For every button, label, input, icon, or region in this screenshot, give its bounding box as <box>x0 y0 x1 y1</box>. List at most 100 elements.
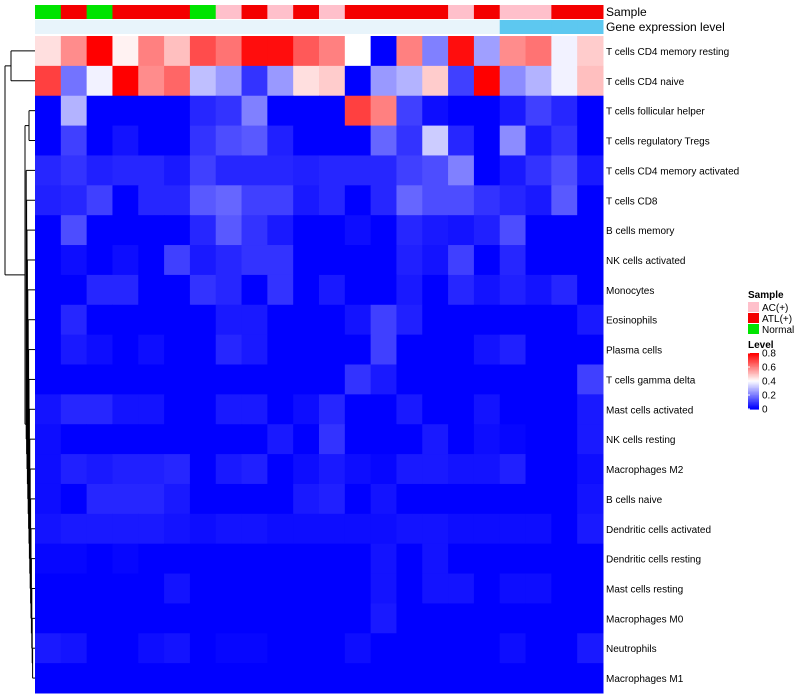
heatmap-cell <box>319 304 346 336</box>
heatmap-cell <box>267 483 294 515</box>
level-gradient-step <box>748 358 759 361</box>
heatmap-cell <box>551 454 578 485</box>
heatmap-cell <box>267 394 294 425</box>
heatmap-cell <box>396 454 423 485</box>
heatmap-cell <box>138 215 165 246</box>
heatmap-cell <box>189 125 217 156</box>
heatmap-cell <box>138 125 165 156</box>
heatmap-cell <box>551 274 578 306</box>
heatmap-cell <box>215 185 243 216</box>
heatmap-cell <box>551 424 578 455</box>
heatmap-cell <box>551 334 578 365</box>
heatmap-cell <box>86 36 113 67</box>
heatmap-cell <box>448 334 475 365</box>
heatmap-cell <box>189 543 217 575</box>
expression-cell <box>86 20 113 34</box>
heatmap-cell <box>164 424 191 455</box>
heatmap-cell <box>267 95 294 127</box>
heatmap-cell <box>499 603 527 634</box>
level-gradient-step <box>748 368 759 371</box>
heatmap-cell <box>293 424 320 455</box>
heatmap-cell <box>241 394 268 425</box>
heatmap-cell <box>499 424 527 455</box>
heatmap-cell <box>577 483 604 515</box>
row-label: Monocytes <box>606 286 654 297</box>
heatmap-cell <box>267 513 294 545</box>
heatmap-cell <box>473 304 501 336</box>
heatmap-cell <box>293 65 320 97</box>
heatmap-cell <box>189 274 217 306</box>
heatmap-cell <box>448 364 475 395</box>
heatmap-cell <box>164 603 191 634</box>
heatmap-cell <box>577 603 604 634</box>
heatmap-cell <box>370 633 397 664</box>
heatmap-cell <box>525 215 552 246</box>
heatmap-cell <box>112 633 139 664</box>
heatmap-cell <box>499 125 527 156</box>
heatmap-cell <box>60 633 88 664</box>
heatmap-cell <box>499 65 527 97</box>
heatmap-cell <box>577 36 604 67</box>
sample-cell <box>60 5 88 19</box>
heatmap-cell <box>86 483 113 515</box>
heatmap-cell <box>370 65 397 97</box>
heatmap-cell <box>112 95 139 127</box>
expression-cell <box>164 20 191 34</box>
heatmap-cell <box>189 364 217 395</box>
heatmap-cell <box>344 215 372 246</box>
row-label: Dendritic cells activated <box>606 525 711 536</box>
heatmap-cell <box>319 633 346 664</box>
heatmap-cell <box>344 334 372 365</box>
heatmap-cell <box>473 483 501 515</box>
level-gradient-step <box>748 364 759 367</box>
heatmap-cell <box>422 633 449 664</box>
expression-cell <box>35 20 62 34</box>
heatmap-cell <box>499 663 527 694</box>
heatmap-cell <box>35 155 62 186</box>
expression-cell <box>189 20 217 34</box>
heatmap-cell <box>370 304 397 336</box>
heatmap-cell <box>112 185 139 216</box>
heatmap-cell <box>86 95 113 127</box>
heatmap-cell <box>473 185 501 216</box>
heatmap-cell <box>241 95 268 127</box>
row-label: T cells follicular helper <box>606 107 705 118</box>
heatmap-cell <box>396 95 423 127</box>
heatmap-cell <box>473 65 501 97</box>
heatmap-cell <box>473 364 501 395</box>
heatmap-cell <box>319 215 346 246</box>
heatmap-cell <box>138 304 165 336</box>
heatmap-cell <box>396 663 423 694</box>
heatmap-cell <box>164 663 191 694</box>
heatmap-cell <box>473 513 501 545</box>
heatmap-cell <box>112 483 139 515</box>
heatmap-cell <box>293 245 320 276</box>
heatmap-cell <box>422 424 449 455</box>
heatmap-cell <box>319 543 346 575</box>
heatmap-cell <box>215 304 243 336</box>
heatmap-cell <box>86 185 113 216</box>
expression-cell <box>525 20 552 34</box>
heatmap-cell <box>86 334 113 365</box>
sample-legend-title: Sample <box>748 290 784 301</box>
row-label: T cells CD4 memory resting <box>606 47 729 58</box>
heatmap-cell <box>60 245 88 276</box>
heatmap-cell <box>215 125 243 156</box>
heatmap-cell <box>86 245 113 276</box>
heatmap-cell <box>189 454 217 485</box>
level-gradient-step <box>748 399 759 402</box>
heatmap-cell <box>86 663 113 694</box>
heatmap-cell <box>370 95 397 127</box>
level-tick-label: 0.6 <box>762 363 776 374</box>
heatmap-cell <box>35 454 62 485</box>
heatmap-cell <box>319 125 346 156</box>
row-label: NK cells resting <box>606 435 675 446</box>
sample-legend-label: AC(+) <box>762 303 788 314</box>
heatmap-cell <box>344 245 372 276</box>
heatmap-cell <box>241 573 268 604</box>
heatmap-cell <box>319 245 346 276</box>
heatmap-cell <box>241 155 268 186</box>
heatmap-cell <box>525 36 552 67</box>
heatmap-cell <box>164 483 191 515</box>
